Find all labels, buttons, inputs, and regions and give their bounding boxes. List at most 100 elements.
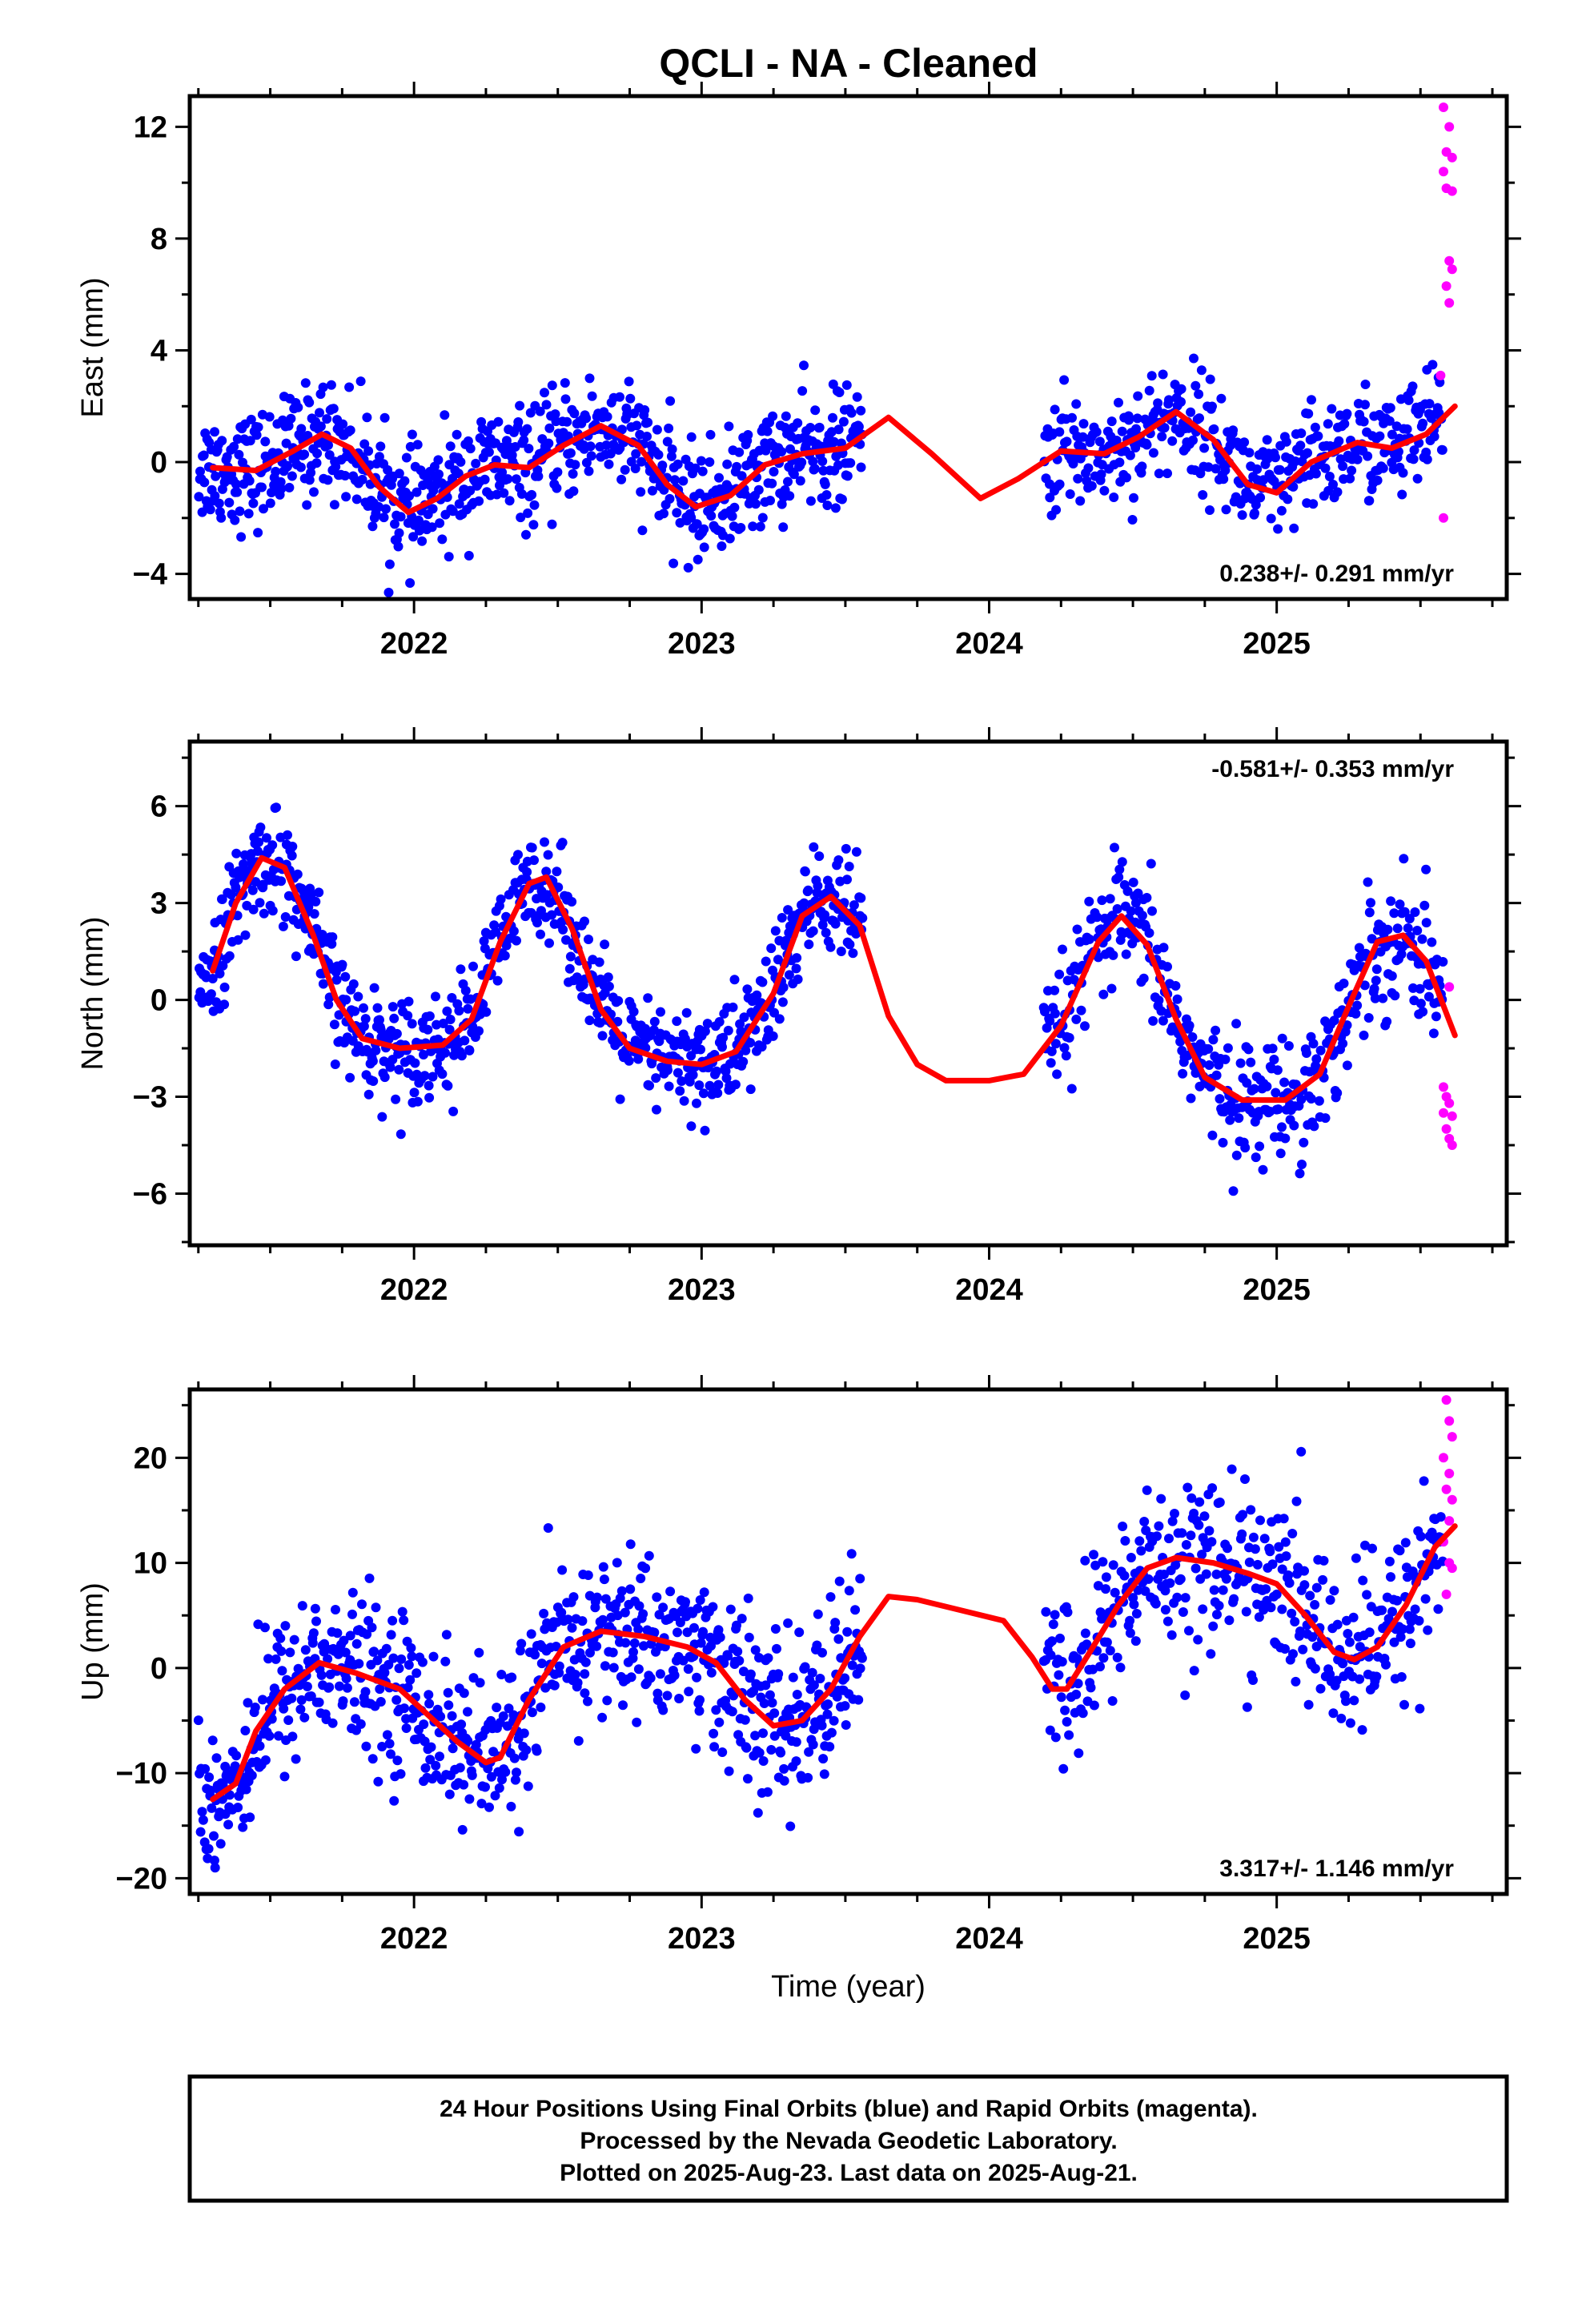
north-final-point	[557, 838, 568, 848]
east-final-point	[1289, 523, 1299, 533]
up-final-point	[426, 1742, 436, 1752]
up-final-point	[826, 1727, 837, 1738]
east-final-point	[765, 496, 775, 505]
up-final-point	[494, 1783, 504, 1793]
up-final-point	[825, 1592, 836, 1602]
east-final-point	[1385, 403, 1395, 413]
north-final-point	[698, 1088, 709, 1099]
north-final-point	[394, 1064, 404, 1075]
up-final-series-3	[1038, 1464, 1295, 1774]
up-final-point	[277, 1666, 287, 1676]
up-final-point	[316, 1670, 327, 1680]
north-final-point	[536, 929, 545, 939]
east-final-point	[1099, 485, 1110, 496]
north-final-point	[1112, 904, 1122, 914]
up-x-tick-label: 2022	[380, 1922, 448, 1956]
up-final-point	[569, 1655, 580, 1665]
north-final-point	[259, 908, 269, 919]
up-final-point	[1105, 1646, 1115, 1656]
east-final-point	[1338, 461, 1348, 472]
east-final-point	[672, 508, 682, 518]
north-final-point	[766, 943, 777, 954]
east-final-point	[217, 436, 227, 446]
up-final-point	[807, 1667, 817, 1678]
up-final-point	[729, 1691, 739, 1701]
up-final-point	[1089, 1550, 1098, 1560]
up-final-point	[818, 1754, 829, 1764]
east-final-point	[562, 416, 572, 427]
east-final-point	[276, 484, 287, 494]
up-final-point	[1381, 1659, 1391, 1670]
east-final-point	[1186, 407, 1196, 417]
up-final-point	[1107, 1696, 1118, 1706]
east-final-point	[322, 414, 332, 424]
up-final-point	[1362, 1590, 1372, 1600]
east-final-point	[271, 466, 281, 476]
up-final-point	[360, 1687, 371, 1697]
east-final-point	[375, 441, 386, 452]
up-final-point	[1160, 1605, 1170, 1615]
up-final-point	[1310, 1599, 1320, 1610]
north-final-point	[541, 866, 552, 877]
up-final-point	[354, 1659, 364, 1669]
up-final-point	[347, 1587, 358, 1598]
up-final-point	[490, 1791, 500, 1801]
east-final-point	[232, 487, 243, 497]
up-final-point	[1102, 1637, 1112, 1647]
north-final-point	[1403, 923, 1413, 933]
east-final-point	[705, 457, 715, 467]
east-final-point	[243, 509, 254, 519]
north-final-point	[1438, 957, 1448, 967]
north-final-point	[679, 1096, 689, 1106]
east-final-point	[1075, 496, 1086, 506]
north-final-point	[428, 1072, 438, 1082]
east-final-point	[293, 402, 303, 412]
north-final-point	[651, 1073, 661, 1084]
up-final-point	[1224, 1615, 1235, 1626]
east-final-point	[637, 525, 648, 536]
north-final-series-2	[688, 842, 868, 1136]
east-final-point	[236, 532, 247, 542]
east-final-point	[856, 462, 866, 472]
up-final-point	[1089, 1700, 1099, 1711]
east-final-point	[1124, 415, 1134, 425]
east-final-point	[1345, 473, 1355, 484]
up-final-point	[1396, 1672, 1407, 1682]
up-final-point	[577, 1616, 588, 1626]
east-final-point	[474, 496, 484, 506]
up-final-point	[598, 1562, 608, 1572]
east-final-point	[525, 408, 536, 418]
up-final-point	[727, 1707, 737, 1717]
east-final-point	[295, 462, 306, 472]
up-final-point	[506, 1801, 516, 1811]
north-final-point	[224, 951, 235, 961]
up-final-point	[1280, 1644, 1290, 1654]
east-final-point	[1412, 473, 1423, 484]
north-final-point	[769, 1007, 779, 1018]
east-final-point	[789, 469, 799, 480]
east-final-point	[820, 479, 830, 489]
east-final-point	[453, 468, 464, 479]
north-final-point	[403, 1011, 413, 1021]
up-final-point	[1415, 1531, 1426, 1542]
north-final-point	[460, 1035, 470, 1046]
north-final-point	[1121, 949, 1131, 959]
up-final-point	[243, 1698, 253, 1708]
up-final-point	[1181, 1540, 1191, 1550]
east-rate-label: 0.238+/- 0.291 mm/yr	[1219, 561, 1454, 587]
up-final-point	[197, 1807, 207, 1817]
up-final-point	[817, 1720, 827, 1731]
up-final-point	[263, 1654, 274, 1664]
north-final-point	[777, 913, 787, 923]
east-final-point	[362, 412, 372, 423]
up-final-point	[1130, 1636, 1141, 1647]
east-final-point	[1402, 424, 1412, 434]
east-final-point	[265, 498, 275, 509]
north-rapid-point	[1447, 1111, 1457, 1121]
east-final-point	[569, 408, 580, 419]
east-final-point	[734, 447, 745, 457]
east-final-point	[805, 496, 816, 506]
north-final-point	[454, 1006, 464, 1016]
up-rapid-point	[1447, 1563, 1457, 1574]
east-final-point	[210, 491, 220, 501]
